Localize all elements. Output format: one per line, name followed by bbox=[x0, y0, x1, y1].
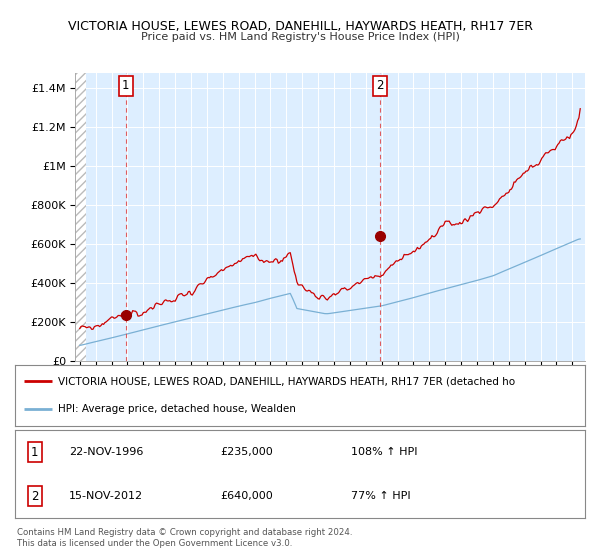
Text: 2: 2 bbox=[31, 489, 38, 502]
Text: 15-NOV-2012: 15-NOV-2012 bbox=[69, 491, 143, 501]
Text: 1: 1 bbox=[31, 446, 38, 459]
Text: £640,000: £640,000 bbox=[220, 491, 273, 501]
Text: VICTORIA HOUSE, LEWES ROAD, DANEHILL, HAYWARDS HEATH, RH17 7ER: VICTORIA HOUSE, LEWES ROAD, DANEHILL, HA… bbox=[67, 20, 533, 32]
Text: 1: 1 bbox=[122, 80, 130, 92]
Text: 77% ↑ HPI: 77% ↑ HPI bbox=[351, 491, 411, 501]
Text: Price paid vs. HM Land Registry's House Price Index (HPI): Price paid vs. HM Land Registry's House … bbox=[140, 32, 460, 43]
Text: 108% ↑ HPI: 108% ↑ HPI bbox=[351, 447, 418, 457]
Text: £235,000: £235,000 bbox=[220, 447, 273, 457]
Text: Contains HM Land Registry data © Crown copyright and database right 2024.
This d: Contains HM Land Registry data © Crown c… bbox=[17, 528, 352, 548]
Text: VICTORIA HOUSE, LEWES ROAD, DANEHILL, HAYWARDS HEATH, RH17 7ER (detached ho: VICTORIA HOUSE, LEWES ROAD, DANEHILL, HA… bbox=[58, 376, 515, 386]
Text: 2: 2 bbox=[376, 80, 383, 92]
Text: 22-NOV-1996: 22-NOV-1996 bbox=[69, 447, 143, 457]
Text: HPI: Average price, detached house, Wealden: HPI: Average price, detached house, Weal… bbox=[58, 404, 296, 414]
